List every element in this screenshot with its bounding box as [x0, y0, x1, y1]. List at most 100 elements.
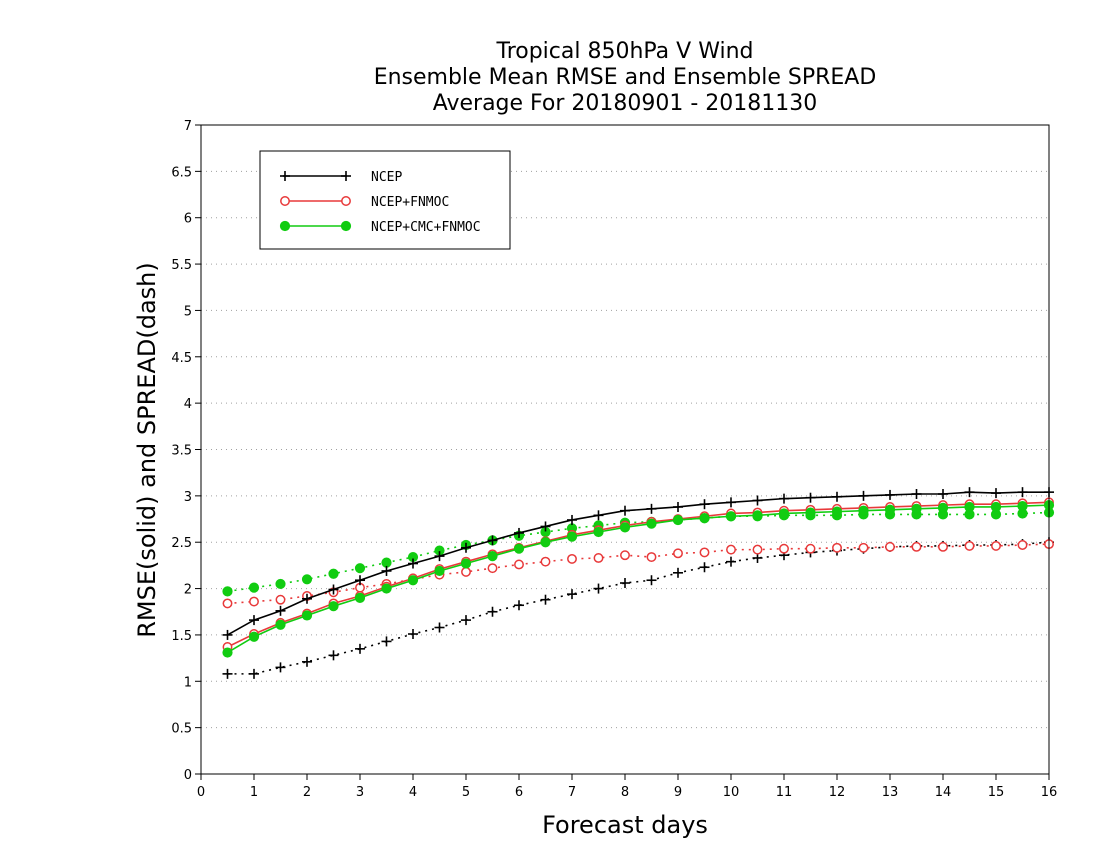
rmse-point-ncep-cmc-fnmoc	[434, 565, 445, 577]
y-tick-label: 1	[184, 675, 192, 690]
rmse-point-ncep-cmc-fnmoc	[222, 647, 233, 658]
legend: NCEP NCEP+FNMOC NCEP+CMC+FNMOC	[259, 150, 511, 250]
x-tick-label: 13	[882, 785, 899, 800]
spread-point-ncep-fnmoc	[275, 594, 286, 605]
spread-point-ncep-fnmoc	[858, 542, 869, 553]
y-tick-label: 0.5	[171, 722, 192, 737]
rmse-point-ncep	[302, 593, 312, 604]
x-axis-label: Forecast days	[542, 811, 708, 839]
rmse-point-ncep-cmc-fnmoc	[487, 551, 498, 562]
legend-marker-ncep-fnmoc	[341, 196, 351, 206]
spread-point-ncep-fnmoc	[726, 544, 736, 555]
spread-point-ncep-fnmoc	[567, 553, 577, 564]
legend-marker-ncep-fnmoc	[280, 196, 290, 206]
spread-line-ncep-fnmoc	[227, 543, 1050, 605]
spread-point-ncep-fnmoc	[938, 541, 948, 552]
spread-point-ncep-fnmoc	[911, 541, 922, 552]
spread-point-ncep	[646, 575, 657, 586]
spread-point-ncep-cmc-fnmoc	[275, 578, 286, 590]
spread-point-ncep	[540, 594, 551, 605]
rmse-point-ncep-cmc-fnmoc	[805, 507, 816, 518]
x-tick-label: 11	[776, 785, 793, 800]
spread-point-ncep-fnmoc	[779, 543, 789, 554]
spread-point-ncep-cmc-fnmoc	[222, 586, 233, 597]
legend-marker-ncep	[280, 171, 290, 181]
x-tick-label: 3	[356, 785, 364, 800]
legend-label-ncep: NCEP	[371, 170, 402, 185]
legend-box	[259, 150, 511, 250]
spread-point-ncep	[434, 622, 445, 633]
rmse-point-ncep	[328, 584, 339, 595]
legend-marker-ncep-cmc-fnmoc	[279, 220, 291, 232]
rmse-lines	[222, 487, 1055, 658]
rmse-point-ncep	[461, 542, 471, 553]
spread-point-ncep-fnmoc	[461, 566, 471, 577]
rmse-point-ncep-cmc-fnmoc	[990, 501, 1002, 513]
rmse-point-ncep-cmc-fnmoc	[275, 619, 286, 630]
spread-point-ncep-fnmoc	[514, 559, 524, 570]
rmse-point-ncep	[858, 490, 869, 501]
spread-point-ncep-fnmoc	[752, 544, 763, 555]
x-tick-label: 12	[829, 785, 846, 800]
rmse-point-ncep-cmc-fnmoc	[699, 513, 710, 524]
rmse-point-ncep-cmc-fnmoc	[778, 508, 790, 519]
rmse-point-ncep	[222, 629, 233, 640]
spread-point-ncep-fnmoc	[805, 543, 816, 554]
spread-point-ncep-cmc-fnmoc	[301, 574, 313, 585]
spread-lines	[222, 507, 1055, 679]
spread-point-ncep-fnmoc	[540, 556, 551, 567]
spread-point-ncep	[222, 668, 233, 679]
rmse-point-ncep-cmc-fnmoc	[301, 610, 313, 621]
rmse-point-ncep-cmc-fnmoc	[937, 502, 949, 514]
rmse-point-ncep	[699, 499, 710, 510]
y-tick-label: 1.5	[171, 629, 192, 644]
spread-point-ncep	[673, 567, 683, 578]
rmse-point-ncep	[381, 565, 392, 576]
rmse-point-ncep-cmc-fnmoc	[858, 505, 869, 516]
spread-point-ncep	[461, 615, 471, 626]
rmse-point-ncep	[752, 495, 763, 506]
rmse-point-ncep	[567, 514, 577, 525]
spread-point-ncep-cmc-fnmoc	[381, 557, 392, 568]
rmse-point-ncep-cmc-fnmoc	[646, 518, 657, 529]
rmse-point-ncep-cmc-fnmoc	[752, 510, 763, 521]
rmse-point-ncep-cmc-fnmoc	[1017, 500, 1028, 512]
spread-point-ncep	[567, 589, 577, 600]
x-tick-label: 16	[1041, 785, 1058, 800]
x-tick-label: 6	[515, 785, 523, 800]
x-tick-label: 7	[568, 785, 576, 800]
rmse-point-ncep-cmc-fnmoc	[619, 522, 631, 533]
y-tick-label: 6	[184, 212, 192, 227]
title-line-1: Tropical 850hPa V Wind	[495, 39, 753, 64]
spread-point-ncep-cmc-fnmoc	[354, 563, 366, 574]
legend-marker-ncep-cmc-fnmoc	[340, 220, 352, 232]
rmse-point-ncep	[1017, 487, 1028, 498]
rmse-point-ncep-cmc-fnmoc	[593, 526, 604, 538]
y-tick-label: 6.5	[171, 165, 192, 180]
y-tick-label: 4	[184, 397, 192, 412]
spread-point-ncep	[752, 552, 763, 563]
rmse-point-ncep-cmc-fnmoc	[884, 504, 896, 515]
spread-point-ncep	[355, 643, 365, 654]
y-tick-label: 0	[184, 768, 192, 783]
rmse-point-ncep-cmc-fnmoc	[566, 531, 578, 542]
rmse-point-ncep	[938, 489, 948, 500]
rmse-point-ncep	[805, 492, 816, 503]
rmse-point-ncep-cmc-fnmoc	[964, 501, 975, 513]
spread-point-ncep-fnmoc	[991, 540, 1001, 551]
spread-point-ncep-fnmoc	[487, 563, 498, 574]
rmse-point-ncep	[540, 521, 551, 532]
rmse-point-ncep	[593, 510, 604, 521]
title-line-2: Ensemble Mean RMSE and Ensemble SPREAD	[374, 65, 877, 90]
rmse-point-ncep-cmc-fnmoc	[831, 506, 843, 517]
x-axis: 0 1 2 3 4 5 6 7 8 9 10 11 12 13 14 15 16	[197, 774, 1057, 800]
x-tick-label: 2	[303, 785, 311, 800]
legend-label-ncep-cmc-fnmoc: NCEP+CMC+FNMOC	[371, 220, 481, 235]
rmse-point-ncep	[779, 493, 789, 504]
y-axis: 0 0.5 1 1.5 2 2.5 3 3.5 4 4.5 5 5.5 6 6.5 7	[171, 119, 201, 783]
spread-point-ncep-fnmoc	[964, 540, 975, 551]
rmse-point-ncep	[885, 489, 895, 500]
x-tick-label: 5	[462, 785, 470, 800]
rmse-point-ncep-cmc-fnmoc	[407, 575, 419, 586]
